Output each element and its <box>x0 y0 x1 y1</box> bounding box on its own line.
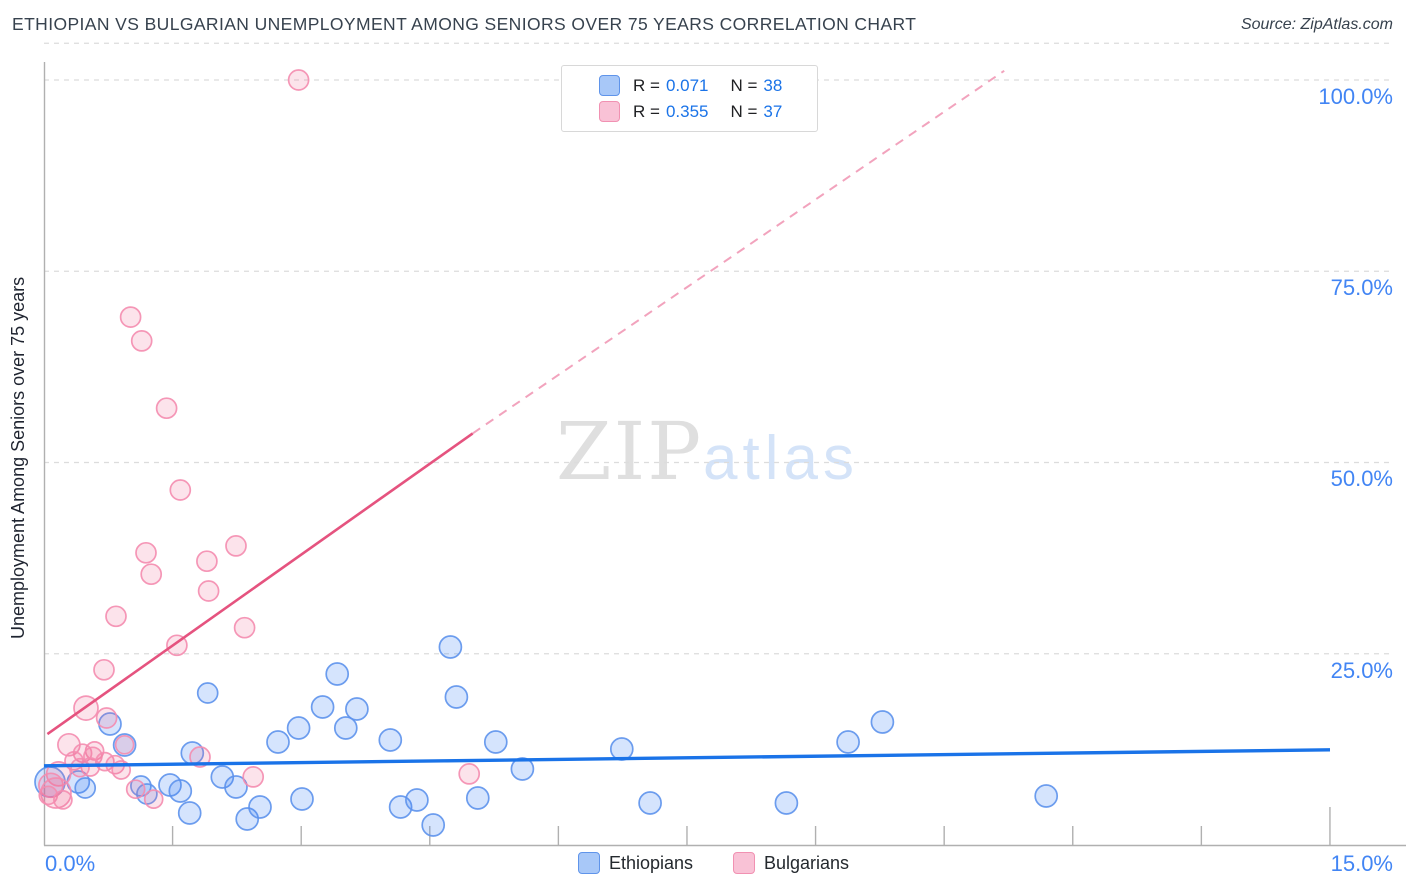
ethiopian-point <box>510 757 535 781</box>
n-label: N = <box>730 101 758 121</box>
watermark-zip: ZIP <box>556 405 704 498</box>
bulgarian-point <box>169 479 192 501</box>
ethiopians-checkbox-icon[interactable] <box>578 852 600 874</box>
bulgarian-point <box>242 766 265 788</box>
bulgarians-swatch-icon <box>599 101 620 122</box>
bulgarian-point <box>458 763 481 785</box>
bulgarian-point <box>105 605 127 628</box>
legend-item-bulgarians[interactable]: Bulgarians <box>733 852 849 874</box>
ethiopian-point <box>345 697 369 721</box>
bulgarian-point <box>287 69 310 91</box>
ethiopian-point <box>483 730 508 754</box>
ethiopian-point <box>609 737 634 761</box>
ethiopian-point <box>112 733 137 757</box>
legend-label: Ethiopians <box>609 852 694 873</box>
bulgarian-point <box>140 563 163 586</box>
bulgarian-point <box>135 541 157 564</box>
bulgarians-checkbox-icon[interactable] <box>733 852 755 874</box>
zipatlas-watermark: ZIP atlas <box>556 405 859 498</box>
x-axis-min-label: 0.0% <box>45 851 96 876</box>
ethiopian-point <box>224 775 248 799</box>
ethiopian-point <box>421 813 446 837</box>
ethiopian-point <box>74 777 97 799</box>
ethiopian-point <box>235 807 260 831</box>
legend-label: Bulgarians <box>764 852 850 873</box>
ethiopian-point <box>444 685 469 709</box>
ethiopian-point <box>870 710 895 734</box>
bulgarian-point <box>196 550 218 573</box>
r-label: R = <box>633 101 660 121</box>
legend-row-ethiopians: R = 0.071 N = 38 <box>599 75 817 96</box>
ethiopian-point <box>333 716 358 740</box>
ethiopian-point <box>290 787 314 811</box>
x-axis-max-label: 15.0% <box>1330 851 1393 876</box>
n-label: N = <box>730 75 758 95</box>
page-title: ETHIOPIAN VS BULGARIAN UNEMPLOYMENT AMON… <box>12 14 917 34</box>
source-credit: Source: ZipAtlas.com <box>1240 16 1393 33</box>
bulgarian-point <box>93 658 115 681</box>
ethiopian-point <box>310 695 335 719</box>
ethiopian-point <box>438 635 463 659</box>
y-tick-label-25: 25.0% <box>1330 658 1393 683</box>
r-value: 0.071 <box>665 75 709 95</box>
ethiopian-point <box>378 728 403 752</box>
watermark-atlas: atlas <box>703 424 859 493</box>
ethiopians-swatch-icon <box>599 75 620 96</box>
ethiopian-trendline <box>43 748 1331 768</box>
bulgarian-point <box>233 616 256 639</box>
bulgarian-point <box>189 746 211 768</box>
ethiopian-point <box>266 730 290 754</box>
legend-row-bulgarians: R = 0.355 N = 37 <box>599 101 817 122</box>
ethiopian-point <box>248 795 272 819</box>
legend-item-ethiopians[interactable]: Ethiopians <box>578 852 693 874</box>
y-tick-label-50: 50.0% <box>1330 466 1393 491</box>
bulgarian-point <box>130 330 153 352</box>
ethiopian-point <box>638 791 662 815</box>
bulgarian-point <box>155 397 178 420</box>
ethiopian-point <box>465 786 490 810</box>
bulgarian-point <box>119 306 142 328</box>
bulgarian-trendline-extrapolated <box>472 69 1005 435</box>
bulgarian-point <box>225 535 247 557</box>
n-value: 38 <box>763 75 783 95</box>
ethiopian-point <box>405 788 429 812</box>
n-value: 37 <box>763 101 783 121</box>
ethiopian-point <box>196 682 219 704</box>
ethiopian-point <box>774 791 799 815</box>
ethiopian-point <box>177 801 202 825</box>
bulgarian-point <box>53 790 73 810</box>
bulgarian-point <box>197 580 220 602</box>
y-tick-label-75: 75.0% <box>1330 275 1393 300</box>
correlation-legend: R = 0.071 N = 38 R = 0.355 N = 37 <box>561 65 818 132</box>
ethiopian-point <box>168 779 193 803</box>
ethiopian-point <box>836 730 860 754</box>
r-label: R = <box>633 75 660 95</box>
r-value: 0.355 <box>665 101 709 121</box>
series-legend: Ethiopians Bulgarians <box>0 850 1406 880</box>
bulgarian-trendline <box>46 432 474 736</box>
bulgarian-point <box>95 707 118 729</box>
bulgarian-point <box>125 779 146 800</box>
y-tick-label-100: 100.0% <box>1318 84 1393 109</box>
bulgarian-point <box>70 757 90 778</box>
ethiopian-point <box>286 716 311 740</box>
bulgarian-point <box>143 789 164 809</box>
bulgarian-point <box>114 734 135 755</box>
ethiopian-point <box>325 662 350 686</box>
bulgarian-point <box>38 785 59 806</box>
ethiopian-point <box>1034 784 1059 808</box>
